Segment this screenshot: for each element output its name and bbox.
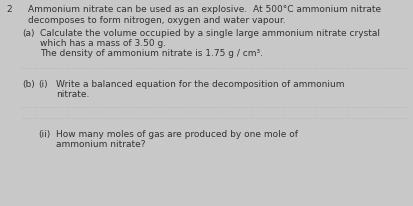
Text: (b): (b) bbox=[22, 80, 35, 89]
Text: 2: 2 bbox=[6, 5, 12, 14]
Text: Write a balanced equation for the decomposition of ammonium: Write a balanced equation for the decomp… bbox=[56, 80, 344, 89]
Text: How many moles of gas are produced by one mole of: How many moles of gas are produced by on… bbox=[56, 130, 298, 139]
Text: decomposes to form nitrogen, oxygen and water vapour.: decomposes to form nitrogen, oxygen and … bbox=[28, 16, 286, 25]
Text: which has a mass of 3.50 g.: which has a mass of 3.50 g. bbox=[40, 39, 166, 48]
Text: (ii): (ii) bbox=[38, 130, 50, 139]
Text: Ammonium nitrate can be used as an explosive.  At 500°C ammonium nitrate: Ammonium nitrate can be used as an explo… bbox=[28, 5, 381, 14]
Text: (a): (a) bbox=[22, 29, 35, 38]
Text: Calculate the volume occupied by a single large ammonium nitrate crystal: Calculate the volume occupied by a singl… bbox=[40, 29, 380, 38]
Text: (i): (i) bbox=[38, 80, 47, 89]
Text: The density of ammonium nitrate is 1.75 g / cm³.: The density of ammonium nitrate is 1.75 … bbox=[40, 49, 263, 58]
Text: ammonium nitrate?: ammonium nitrate? bbox=[56, 140, 145, 149]
Text: nitrate.: nitrate. bbox=[56, 90, 89, 99]
